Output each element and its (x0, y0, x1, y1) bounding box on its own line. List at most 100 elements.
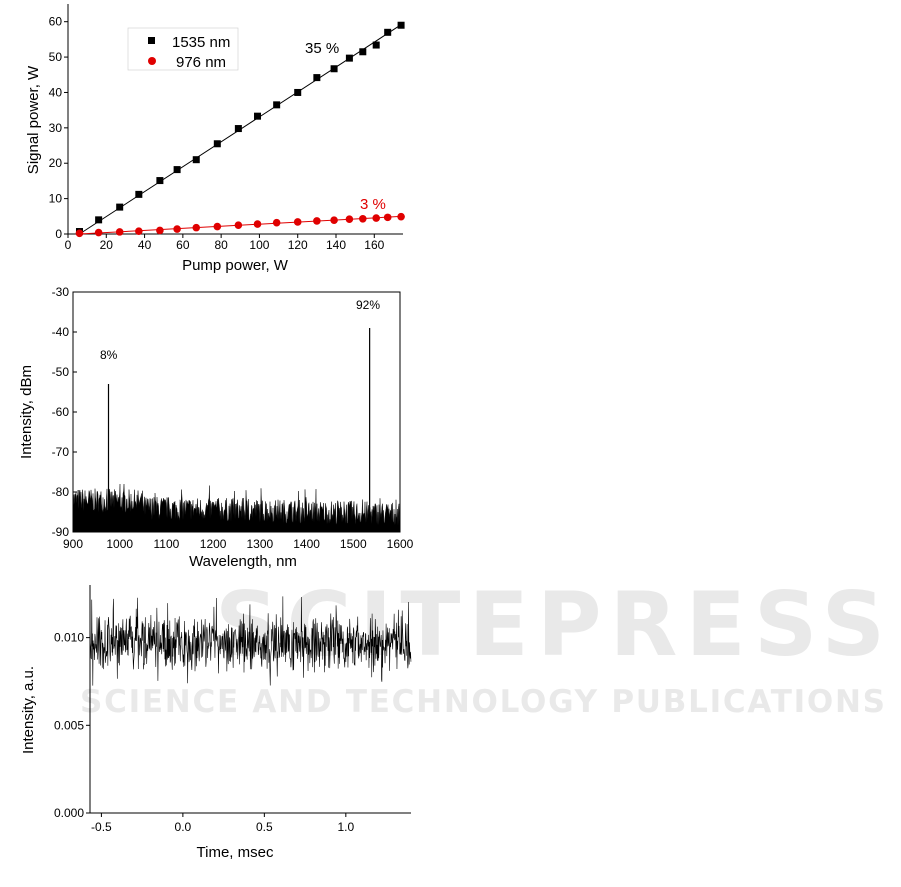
data-point-circle (383, 213, 392, 222)
data-point-circle (94, 228, 103, 237)
data-point-circle (293, 218, 302, 226)
y-tick-label: 40 (49, 85, 63, 99)
y-axis-label: Intensity, a.u. (20, 666, 37, 754)
y-tick-label: 20 (49, 156, 63, 170)
y-tick-label: 0.010 (54, 631, 84, 645)
data-point-circle (359, 214, 367, 223)
watermark: SCITEPRESS SCIENCE AND TECHNOLOGY PUBLIC… (80, 573, 885, 720)
watermark-subtitle: SCIENCE AND TECHNOLOGY PUBLICATIONS (80, 684, 885, 720)
x-tick-label: 0.0 (175, 820, 192, 834)
x-tick-label: -0.5 (91, 820, 112, 834)
y-tick-label: -80 (52, 485, 70, 499)
data-point-square (234, 125, 242, 133)
data-point-circle (213, 222, 222, 231)
data-point-circle (313, 217, 321, 225)
y-tick-label: 60 (49, 15, 63, 29)
data-point-square (116, 203, 124, 211)
y-tick-label: -50 (52, 365, 70, 379)
x-tick-label: 60 (176, 238, 190, 252)
y-tick-label: -90 (52, 525, 70, 539)
data-point-circle (330, 216, 338, 224)
y-tick-label: -70 (52, 445, 70, 459)
data-point-square (156, 177, 164, 185)
x-tick-label: 1300 (247, 537, 274, 551)
y-axis-label: Intensity, dBm (18, 365, 35, 459)
y-tick-label: -30 (52, 285, 70, 299)
signal-trace (89, 596, 412, 686)
data-point-circle (234, 221, 243, 229)
data-point-square (135, 190, 143, 198)
x-tick-label: 1000 (106, 537, 133, 551)
legend-label-1535: 1535 nm (172, 34, 230, 51)
y-tick-label: 0.000 (54, 806, 84, 820)
data-point-circle (272, 218, 281, 227)
data-point-square (330, 65, 338, 73)
x-tick-label: 100 (249, 238, 269, 252)
data-point-square (359, 48, 367, 56)
y-tick-label: 10 (49, 192, 63, 206)
x-axis-label: Pump power, W (182, 257, 289, 274)
data-point-square (372, 41, 380, 49)
y-tick-label: 50 (49, 50, 63, 64)
data-point-circle (156, 226, 164, 235)
y-tick-label: -40 (52, 325, 70, 339)
x-tick-label: 140 (326, 238, 346, 252)
data-point-square (273, 101, 281, 109)
x-tick-label: 1400 (293, 537, 320, 551)
y-tick-label: 30 (49, 121, 63, 135)
plot-frame (72, 291, 401, 533)
data-point-square (192, 156, 200, 164)
x-tick-label: 900 (63, 537, 83, 551)
chart-pump-signal-power: 0 20 40 60 80 100 120 140 160 0 10 20 30 40 50 60 Pump … (25, 4, 405, 274)
noise-floor (72, 483, 401, 533)
x-tick-label: 80 (214, 238, 228, 252)
data-point-circle (345, 215, 354, 223)
y-tick-label: 0.005 (54, 718, 84, 732)
x-tick-label: 1500 (340, 537, 367, 551)
data-point-square (213, 140, 221, 148)
x-tick-label: 0.5 (256, 820, 273, 834)
data-point-square (345, 54, 353, 62)
data-point-square (95, 216, 103, 224)
data-point-square (173, 166, 181, 174)
data-point-square (313, 74, 321, 82)
x-tick-label: 1600 (387, 537, 414, 551)
x-tick-label: 1200 (200, 537, 227, 551)
legend-label-976: 976 nm (176, 54, 226, 71)
legend-box (127, 27, 239, 71)
data-point-square (294, 88, 302, 96)
y-tick-label: 0 (55, 227, 62, 241)
data-point-circle (192, 223, 201, 232)
data-point-square (397, 21, 405, 29)
data-point-circle (372, 214, 381, 222)
x-tick-label: 120 (288, 238, 308, 252)
data-point-square (384, 28, 392, 36)
x-tick-label: 40 (138, 238, 152, 252)
data-point-circle (135, 227, 143, 235)
data-point-square (254, 112, 262, 120)
data-point-circle (75, 229, 84, 238)
legend: 1535 nm 976 nm (127, 27, 239, 71)
annotation-92-percent: 92% (356, 298, 380, 312)
annotation-35-percent: 35 % (305, 40, 339, 57)
x-tick-label: 160 (364, 238, 384, 252)
annotation-8-percent: 8% (100, 348, 118, 362)
data-point-circle (397, 212, 405, 221)
x-axis-label: Wavelength, nm (189, 553, 297, 570)
annotation-3-percent: 3 % (360, 196, 386, 213)
x-tick-label: 1.0 (337, 820, 354, 834)
x-tick-label: 0 (65, 238, 72, 252)
data-point-circle (173, 225, 181, 233)
x-tick-label: 1100 (154, 537, 180, 551)
legend-marker-square (148, 37, 155, 44)
data-point-circle (253, 220, 262, 228)
chart-spectrum: 900 1000 1100 1200 1300 1400 1500 1600 -90 -80 -70… (18, 285, 414, 570)
data-point-circle (115, 228, 124, 236)
x-tick-label: 20 (100, 238, 114, 252)
y-tick-label: -60 (52, 405, 70, 419)
legend-marker-circle (148, 57, 156, 65)
x-axis-label: Time, msec (197, 844, 274, 861)
y-axis-label: Signal power, W (25, 65, 42, 174)
